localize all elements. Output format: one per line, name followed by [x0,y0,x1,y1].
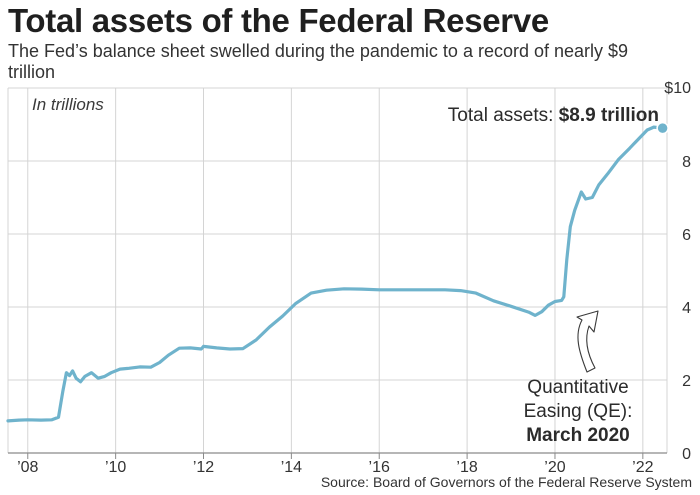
x-tick-label: ’20 [544,459,565,476]
series-line [6,125,665,423]
x-tick-label: ’12 [193,459,214,476]
series-layer [6,125,665,423]
qe-annotation-line: March 2020 [526,425,630,446]
y-tick-label: 0 [682,446,691,463]
x-tick-label: ’10 [105,459,126,476]
qe-arrow-icon [576,310,599,373]
annotations: Total assets: $8.9 trillion Quantitative E… [448,105,669,446]
total-assets-label: Total assets: $8.9 trillion [448,105,659,126]
x-tick-label: ’08 [17,459,38,476]
y-tick-label: 4 [682,300,691,317]
qe-annotation-line: Quantitative [527,377,628,398]
y-tick-label: $10 [664,80,691,97]
chart-subtitle: The Fed’s balance sheet swelled during t… [8,41,629,82]
y-tick-label: 6 [682,227,691,244]
x-tick-label: ’22 [632,459,653,476]
endpoint-marker [656,121,669,135]
chart-title: Total assets of the Federal Reserve [8,2,549,39]
y-tick-label: 2 [682,373,691,390]
source-note: Source: Board of Governors of the Federa… [320,474,692,490]
x-tick-label: ’14 [281,459,302,476]
y-tick-label: 8 [682,154,691,171]
qe-annotation-line: Easing (QE): [524,401,633,422]
unit-label: In trillions [32,95,104,114]
axes: 0 2 4 6 8 $10 ’08 ’10 ’12 ’14 ’16 ’18 ’20 ’22 [8,80,691,476]
x-tick-label: ’18 [456,459,477,476]
x-tick-label: ’16 [369,459,390,476]
gridlines [7,87,668,454]
